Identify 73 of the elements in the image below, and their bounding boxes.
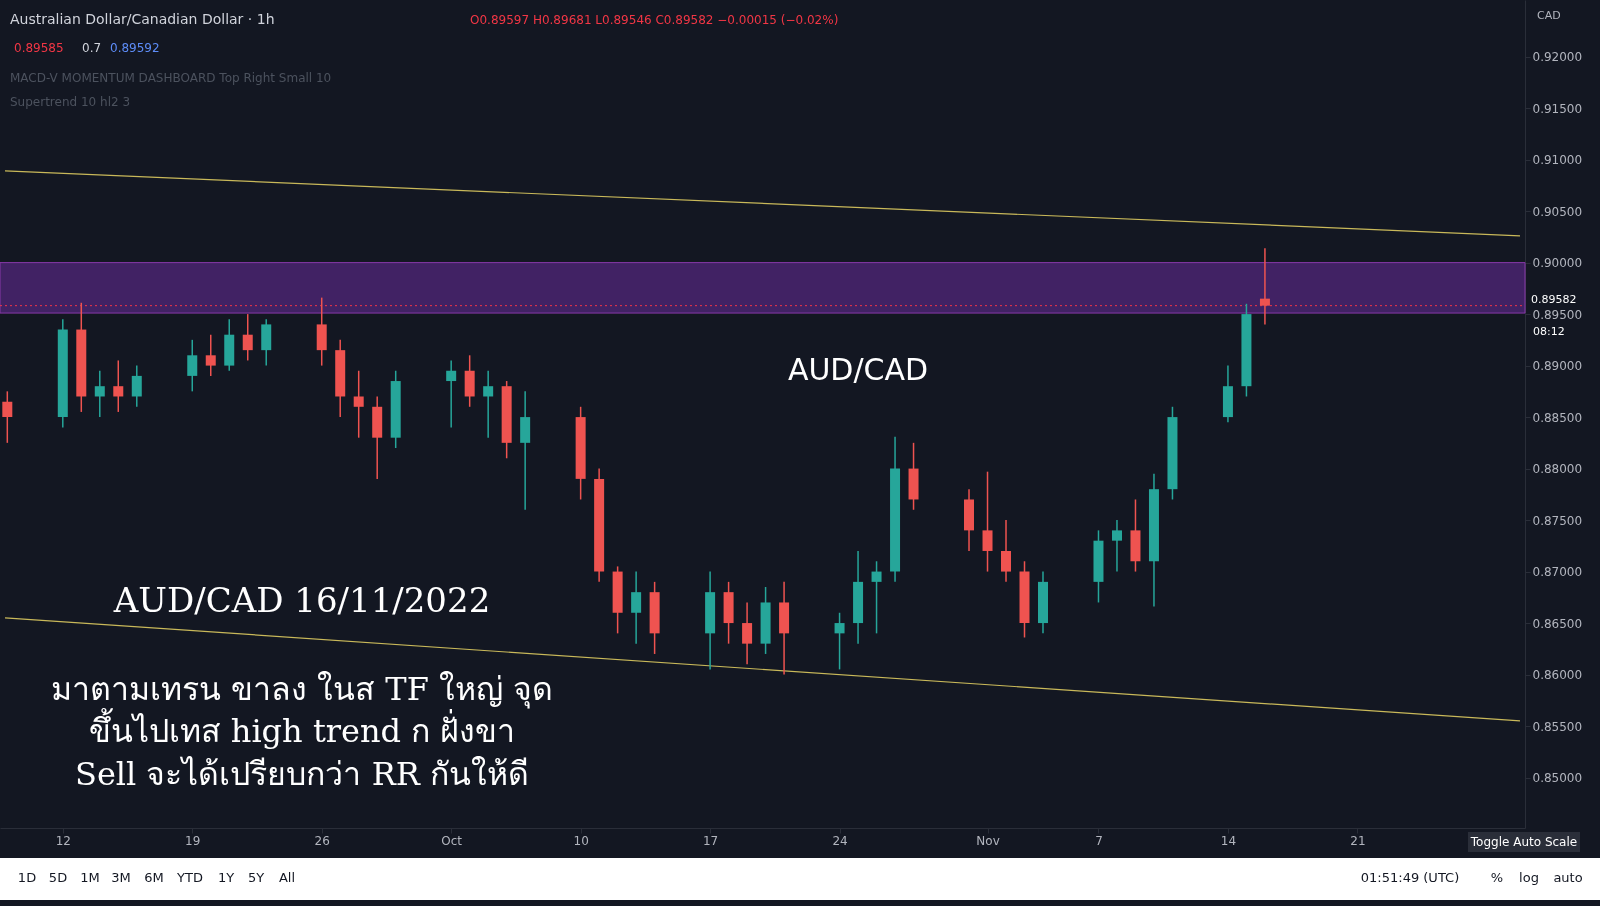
x-tick-label: 17 — [702, 833, 719, 848]
candlestick — [94, 370, 105, 418]
candlestick — [483, 370, 494, 439]
candlestick — [871, 560, 882, 635]
candlestick — [242, 313, 253, 362]
annotation: AUD/CAD — [787, 352, 929, 387]
x-tick-label: Oct — [441, 833, 463, 848]
y-tick-label: 0.87500 — [1532, 513, 1583, 528]
y-tick-label: 0.88000 — [1532, 462, 1583, 477]
ref-line-label: 0.89582 — [1531, 292, 1577, 306]
text: Toggle Auto Scale — [1469, 835, 1578, 849]
x-tick-label: 7 — [1095, 833, 1103, 848]
text: 1M — [80, 870, 100, 885]
annotation: 0.7 — [82, 41, 102, 55]
annotation: ขึ้นไปเทส high trend ก ฝั่งขา — [88, 708, 516, 750]
text: 5Y — [247, 870, 265, 885]
y-tick-label: 0.85500 — [1532, 719, 1583, 734]
candlestick — [187, 339, 198, 393]
text: 6M — [144, 870, 164, 885]
y-tick-label: 0.88500 — [1532, 410, 1583, 425]
candlestick — [1111, 519, 1122, 573]
x-tick-label: 10 — [573, 833, 589, 848]
y-tick-label: 0.86000 — [1532, 668, 1583, 683]
y-tick-label: 0.85000 — [1532, 771, 1583, 786]
annotation: Sell จะได้เปรียบกว่า RR กันให้ดี — [74, 755, 530, 793]
text: 01:51:49 (UTC) — [1360, 870, 1460, 885]
x-tick-label: 24 — [832, 833, 848, 848]
y-tick-label: 0.91000 — [1532, 153, 1583, 168]
candlestick — [982, 470, 993, 573]
annotation: O0.89597 H0.89681 L0.89546 C0.89582 −0.00015 (−0.02%) — [470, 13, 839, 27]
text: 5D — [48, 870, 68, 885]
text: CAD — [1537, 9, 1561, 22]
candlestick — [205, 333, 216, 377]
text: 08:12 — [1533, 325, 1565, 338]
text: Australian Dollar/Canadian Dollar · 1h — [10, 11, 275, 27]
x-tick-label: 14 — [1220, 833, 1237, 848]
y-tick-label: 0.92000 — [1532, 50, 1583, 65]
y-tick-label: 0.89000 — [1532, 359, 1583, 374]
candlestick — [353, 370, 364, 439]
y-tick-label: 0.90000 — [1532, 256, 1583, 271]
annotation: MACD-V MOMENTUM DASHBOARD Top Right Small 10 — [10, 71, 332, 85]
x-tick-label: 12 — [55, 833, 71, 848]
candlestick — [631, 570, 642, 645]
annotation: AUD/CAD 16/11/2022 — [112, 580, 491, 620]
y-tick-label: 0.91500 — [1532, 101, 1583, 116]
x-tick-label: 21 — [1350, 833, 1366, 848]
annotation: มาตามเทรน ขาลง ในส TF ใหญ่ จุด — [50, 670, 554, 709]
x-tick-label: 26 — [314, 833, 330, 848]
candlestick — [742, 601, 753, 665]
candlestick — [131, 364, 142, 408]
text: auto — [1553, 870, 1583, 885]
annotation: Supertrend 10 hl2 3 — [10, 95, 131, 109]
text: 1D — [17, 870, 37, 885]
text: % — [1490, 870, 1504, 885]
y-tick-label: 0.89500 — [1532, 307, 1583, 322]
annotation: 0.89592 — [110, 41, 160, 55]
y-tick-label: 0.87000 — [1532, 565, 1583, 580]
text: 3M — [111, 870, 131, 885]
y-tick-label: 0.86500 — [1532, 616, 1583, 631]
candlestick — [1001, 519, 1012, 583]
y-tick-label: 0.90500 — [1532, 204, 1583, 219]
candlestick — [113, 359, 124, 413]
candlestick — [446, 359, 457, 429]
x-tick-label: Nov — [976, 833, 1000, 848]
text: 1Y — [217, 870, 235, 885]
text: All — [278, 870, 296, 885]
x-tick-label: 19 — [185, 833, 201, 848]
candlestick — [834, 612, 845, 671]
annotation: 0.89585 — [14, 41, 64, 55]
text: log — [1519, 870, 1539, 885]
candlestick — [1259, 247, 1270, 326]
candlestick — [2, 390, 13, 444]
text: YTD — [176, 870, 203, 885]
